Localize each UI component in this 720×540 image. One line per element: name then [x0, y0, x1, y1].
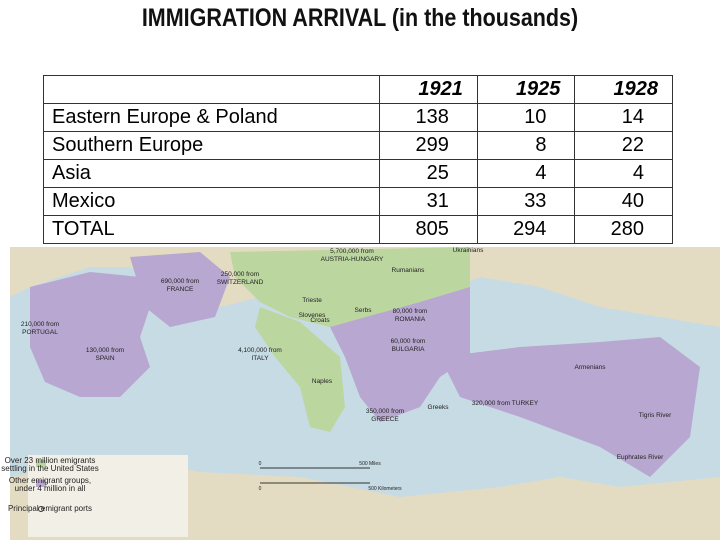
region-italy	[255, 307, 345, 432]
place-label: Serbs	[355, 307, 373, 314]
place-label: Ukrainians	[453, 247, 484, 254]
header-row: 1921 1925 1928	[42, 75, 673, 104]
number-cell: 14	[574, 103, 673, 132]
place-label: Greeks	[428, 404, 450, 411]
number-cell: 299	[379, 131, 478, 160]
origin-label: 320,000 from TURKEY	[472, 400, 539, 407]
number-cell: 33	[476, 187, 576, 216]
origin-label: 5,700,000 from	[330, 248, 374, 255]
number-cell: 22	[574, 131, 673, 160]
number-cell: 8	[476, 131, 576, 160]
origin-label: 80,000 from	[393, 308, 428, 315]
origin-label: 4,100,000 from	[238, 347, 282, 354]
table-row: Southern Europe 299 8 22	[42, 131, 673, 160]
origin-label: 60,000 from	[391, 338, 426, 345]
scale-label: 0	[259, 461, 262, 467]
origin-label: AUSTRIA-HUNGARY	[321, 256, 384, 263]
number-cell: 31	[379, 187, 478, 216]
place-label: Croats	[310, 317, 330, 324]
header-cell: 1925	[476, 75, 576, 104]
table-row: Eastern Europe & Poland 138 10 14	[42, 103, 673, 132]
table-row: Mexico 31 33 40	[42, 187, 673, 216]
place-label: Tigris River	[639, 412, 672, 419]
origin-label: SPAIN	[95, 355, 114, 362]
scale-label: 500 Miles	[359, 461, 381, 467]
origin-label: 210,000 from	[21, 321, 59, 328]
region-balkans	[330, 287, 470, 422]
origin-label: SWITZERLAND	[217, 279, 264, 286]
scale-label: 0	[259, 486, 262, 492]
table-row: TOTAL 805 294 280	[42, 215, 673, 244]
legend-box	[28, 455, 188, 537]
origin-label: 690,000 from	[161, 278, 199, 285]
legend-text: settling in the United States	[1, 464, 98, 473]
number-cell: 280	[574, 215, 673, 244]
label-cell: TOTAL	[42, 215, 381, 244]
origin-label: 350,000 from	[366, 408, 404, 415]
legend-text: Other emigrant groups,	[9, 476, 91, 485]
number-cell: 40	[574, 187, 673, 216]
number-cell: 805	[379, 215, 478, 244]
region-turkey	[440, 337, 700, 477]
table-row: Asia 25 4 4	[42, 159, 673, 188]
number-cell: 4	[574, 159, 673, 188]
header-cell: 1921	[379, 75, 478, 104]
scale-label: 500 Kilometers	[368, 486, 402, 492]
place-label: Slovenes	[299, 312, 326, 319]
legend-swatch	[36, 480, 46, 487]
legend-swatch	[36, 460, 46, 467]
place-label: Euphrates River	[617, 454, 664, 461]
number-cell: 4	[476, 159, 576, 188]
number-cell: 294	[476, 215, 576, 244]
origin-label: FRANCE	[167, 286, 194, 293]
origin-label: ROMANIA	[395, 316, 426, 323]
label-cell: Southern Europe	[42, 131, 381, 160]
label-cell: Asia	[42, 159, 381, 188]
origin-label: GREECE	[371, 416, 399, 423]
legend-text: Over 23 million emigrants	[5, 456, 96, 465]
origin-label: ITALY	[251, 355, 269, 362]
number-cell: 10	[476, 103, 576, 132]
title: IMMIGRATION ARRIVAL (in the thousands)	[141, 4, 579, 32]
place-label: Naples	[312, 378, 333, 385]
legend-text: under 4 million in all	[15, 484, 86, 493]
origin-label: 130,000 from	[86, 347, 124, 354]
origin-label: BULGARIA	[392, 346, 426, 353]
header-cell: 1928	[574, 75, 673, 104]
legend-port-symbol	[38, 506, 44, 512]
origin-label: PORTUGAL	[22, 329, 58, 336]
header-cell	[42, 75, 381, 104]
place-label: Trieste	[302, 297, 322, 304]
place-label: Armenians	[574, 364, 606, 371]
legend-text: Principal emigrant ports	[8, 504, 92, 513]
place-label: Rumanians	[392, 267, 426, 274]
label-cell: Eastern Europe & Poland	[42, 103, 381, 132]
number-cell: 138	[379, 103, 478, 132]
origin-label: 250,000 from	[221, 271, 259, 278]
region-iberia	[30, 272, 150, 397]
label-cell: Mexico	[42, 187, 381, 216]
arrival-table: 1921 1925 1928 Eastern Europe & Poland 138 10…	[42, 75, 673, 244]
number-cell: 25	[379, 159, 478, 188]
region-france	[130, 252, 230, 327]
